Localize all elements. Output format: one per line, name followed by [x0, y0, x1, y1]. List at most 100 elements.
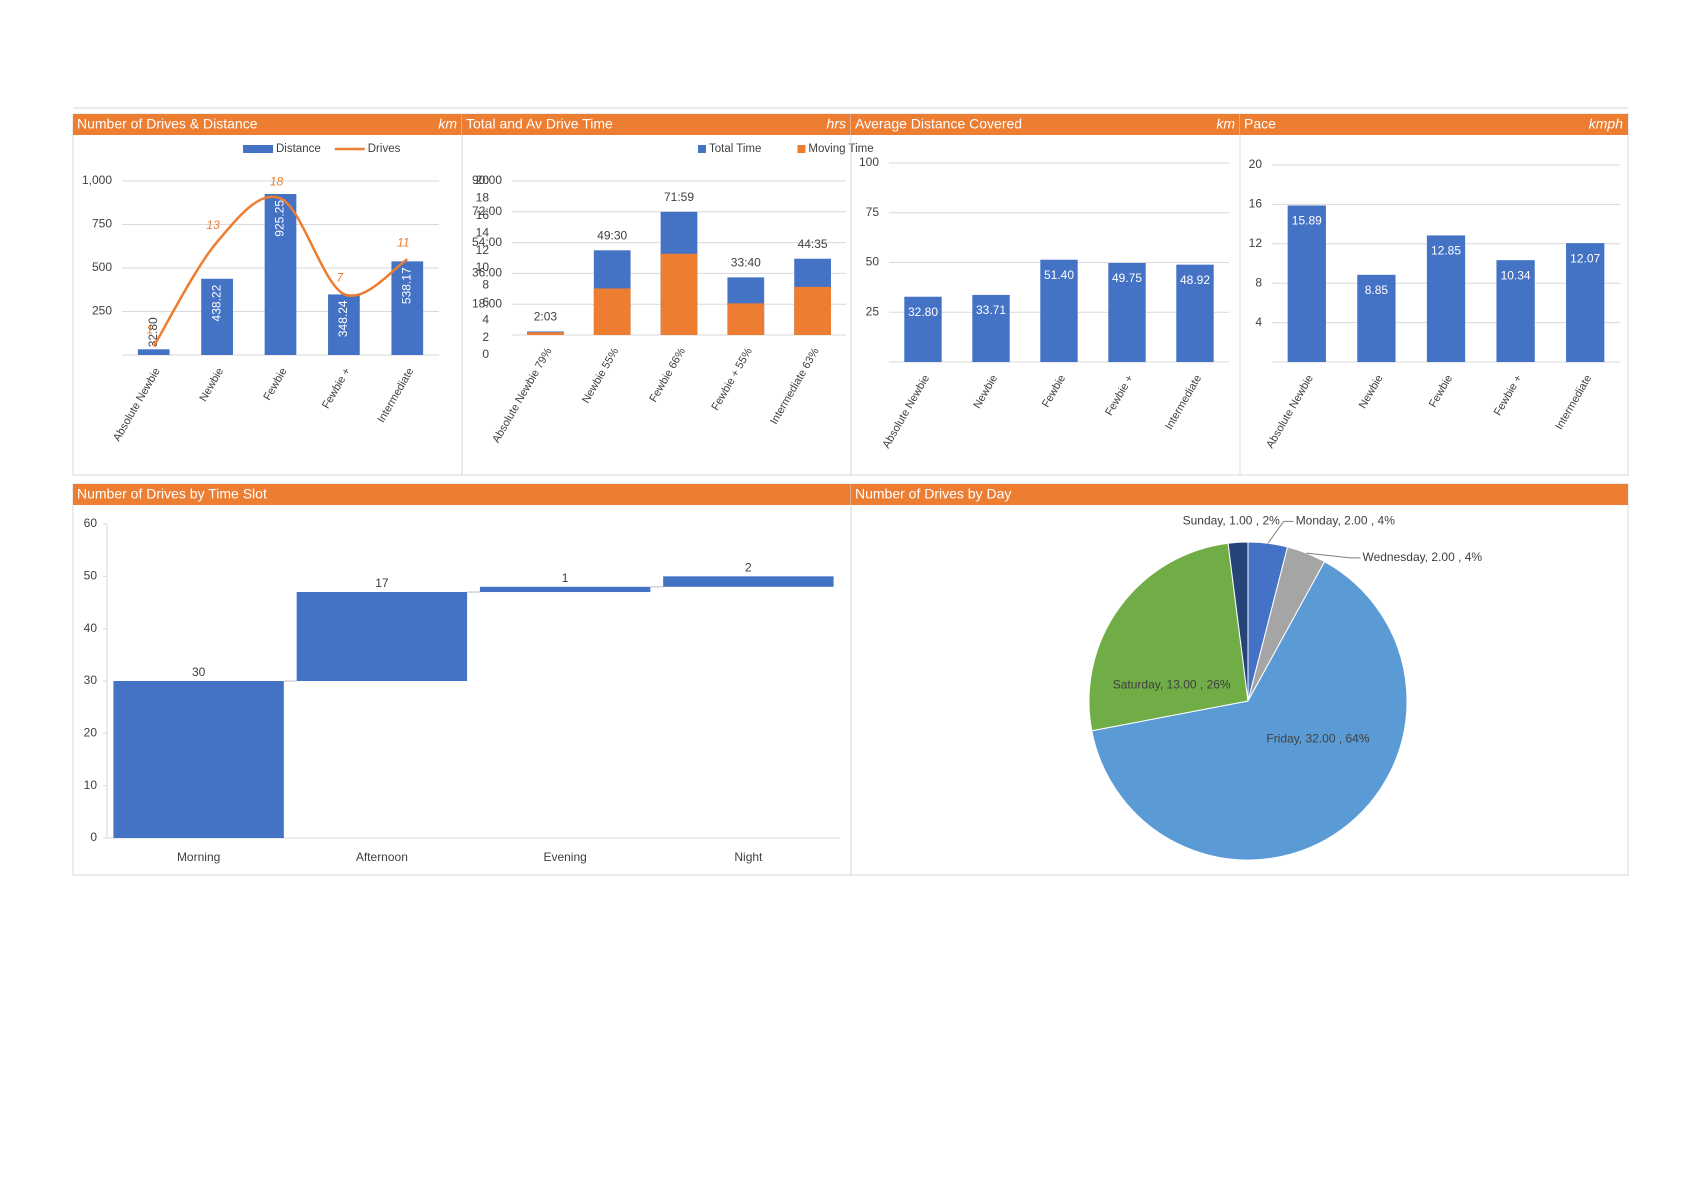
- data-label: 48.92: [1180, 273, 1210, 287]
- y-tick-label: 100: [859, 155, 879, 169]
- legend-swatch: [698, 145, 706, 153]
- data-label: Friday, 32.00 , 64%: [1266, 731, 1369, 745]
- data-label: 8.85: [1365, 283, 1389, 297]
- data-label: 7: [337, 270, 345, 284]
- y-tick-label: 90:00: [472, 173, 502, 187]
- y-tick-label: 60: [84, 516, 98, 530]
- panel-header: [462, 114, 851, 135]
- x-tick-label: Night: [734, 850, 763, 864]
- chart-panel: Number of Drives by Time Slot 0 10 20 30 40 50…: [72, 483, 852, 876]
- bar: [972, 294, 1010, 362]
- bar: [1426, 235, 1466, 362]
- data-label: 51.40: [1044, 268, 1074, 282]
- y-tick-label: 50: [84, 569, 98, 583]
- y2-tick-label: 18: [476, 191, 490, 205]
- y2-tick-label: 6: [482, 295, 489, 309]
- data-label: 538.17: [399, 267, 413, 304]
- data-label: Saturday, 13.00 , 26%: [1113, 677, 1231, 691]
- y-tick-label: 500: [92, 260, 112, 274]
- x-tick-label: Morning: [177, 850, 220, 864]
- panel-header: [1240, 114, 1628, 135]
- bar: [1287, 205, 1326, 362]
- legend-label: Moving Time: [808, 143, 873, 155]
- data-label: 30: [192, 665, 206, 679]
- data-label: 44:35: [798, 237, 828, 251]
- bar: [794, 286, 831, 335]
- y-tick-label: 16: [1249, 197, 1263, 211]
- legend-swatch: [797, 145, 806, 153]
- chart-unit: km: [1216, 116, 1235, 132]
- data-label: 33.71: [976, 303, 1006, 317]
- y-tick-label: 20: [1249, 157, 1263, 171]
- data-label: 348.24: [336, 300, 350, 337]
- y2-tick-label: 20: [476, 173, 490, 187]
- bar: [660, 253, 698, 335]
- y2-tick-label: 16: [476, 208, 490, 222]
- data-label: 15.89: [1292, 214, 1322, 228]
- y-tick-label: 50: [866, 255, 880, 269]
- data-label: 13: [206, 218, 220, 232]
- data-label: 49:30: [597, 228, 627, 242]
- y-tick-label: 1,000: [82, 173, 112, 187]
- data-label: Wednesday, 2.00 , 4%: [1362, 550, 1482, 564]
- legend-label: Drives: [368, 143, 401, 155]
- chart-unit: kmph: [1589, 116, 1623, 132]
- waterfall-bar: [479, 586, 651, 593]
- chart-panel: Number of Drives by Day Monday, 2.00 , 4%…: [850, 483, 1629, 876]
- data-label: Monday, 2.00 , 4%: [1296, 514, 1396, 528]
- data-label: Sunday, 1.00 , 2%: [1183, 514, 1281, 528]
- data-label: 1: [562, 571, 569, 585]
- bar: [391, 261, 424, 355]
- y2-tick-label: 0: [482, 347, 489, 361]
- y-tick-label: 10: [84, 778, 98, 792]
- panel-header: [851, 484, 1628, 505]
- bar: [1566, 243, 1605, 362]
- y-tick-label: 36:00: [472, 266, 502, 280]
- chart-title: Pace: [1244, 116, 1276, 132]
- leader-line: [1267, 520, 1294, 544]
- panel-header: [73, 114, 462, 135]
- chart-title: Total and Av Drive Time: [466, 116, 613, 132]
- panel-header: [73, 484, 851, 505]
- bar: [727, 303, 765, 335]
- chart-unit: km: [438, 116, 457, 132]
- data-label: 17: [375, 576, 389, 590]
- y-tick-label: 4: [1255, 315, 1262, 329]
- data-label: 438.22: [209, 284, 223, 321]
- data-label: 1: [146, 322, 153, 336]
- y-tick-label: 8: [1255, 275, 1262, 289]
- pie-slice: [1227, 541, 1249, 702]
- y-tick-label: 20: [84, 726, 98, 740]
- y-tick-label: 30: [84, 673, 98, 687]
- y-tick-label: 75: [866, 205, 880, 219]
- data-label: 12.07: [1570, 251, 1600, 265]
- chart-unit: hrs: [827, 116, 846, 132]
- data-label: 71:59: [664, 190, 694, 204]
- y-tick-label: 12: [1249, 236, 1263, 250]
- bar: [264, 194, 297, 355]
- data-label: 2:03: [534, 310, 558, 324]
- y2-tick-label: 4: [482, 312, 489, 326]
- bar: [1176, 264, 1214, 362]
- data-label: 33:40: [731, 256, 761, 270]
- bar: [328, 294, 360, 355]
- y2-tick-label: 8: [482, 278, 489, 292]
- bar: [137, 349, 170, 355]
- legend-swatch: [243, 145, 273, 153]
- y-tick-label: 18:00: [472, 296, 502, 310]
- y2-tick-label: 12: [476, 243, 490, 257]
- data-label: 11: [397, 235, 409, 249]
- y2-tick-label: 10: [476, 260, 490, 274]
- pie-slice: [1091, 560, 1408, 861]
- x-tick-label: Afternoon: [356, 850, 408, 864]
- y-tick-label: 54:00: [472, 235, 502, 249]
- data-label: 10.34: [1501, 268, 1531, 282]
- y-tick-label: 0: [90, 830, 97, 844]
- legend-label: Total Time: [709, 143, 761, 155]
- bar: [593, 288, 631, 335]
- y-tick-label: 750: [92, 217, 112, 231]
- y-tick-label: 25: [866, 304, 880, 318]
- waterfall-bar: [113, 681, 284, 838]
